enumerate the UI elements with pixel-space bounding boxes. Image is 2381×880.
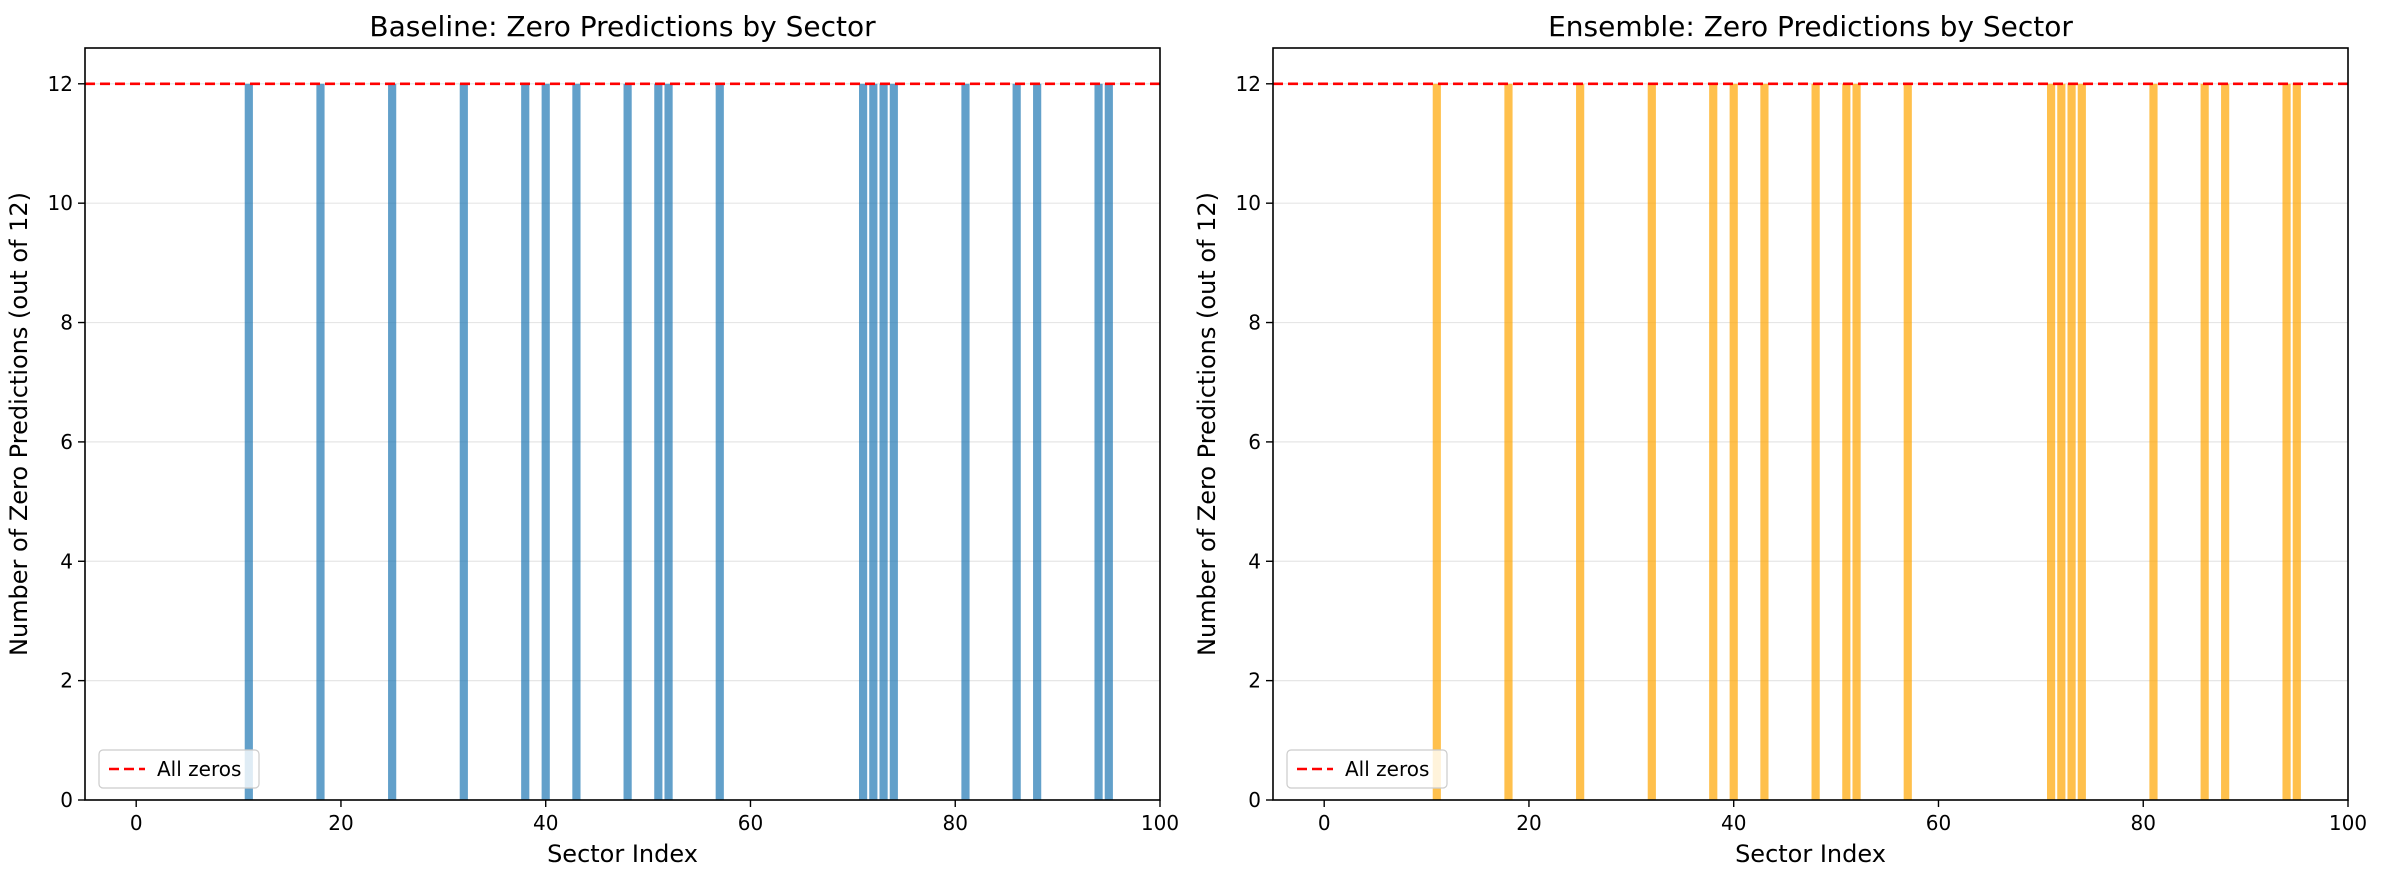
- y-tick-label: 6: [1248, 430, 1261, 454]
- bar: [1852, 83, 1861, 801]
- x-tick-label: 80: [2131, 811, 2156, 835]
- x-tick-label: 60: [1926, 811, 1951, 835]
- axes-frame: [84, 47, 1161, 801]
- bar: [2057, 83, 2066, 801]
- x-axis-label: Sector Index: [1735, 840, 1886, 868]
- x-tick-label: 20: [1516, 811, 1541, 835]
- bar: [2149, 83, 2158, 801]
- bar: [521, 83, 530, 801]
- bar: [1094, 83, 1103, 801]
- bar: [1033, 83, 1042, 801]
- bar: [623, 83, 632, 801]
- bar: [889, 83, 898, 801]
- x-tick-label: 100: [2329, 811, 2367, 835]
- bar: [879, 83, 888, 801]
- chart-panel-1: 0 20 40 60 80 100 0 2 4 6 8 10 12 Baseline: Zero Pred…: [5, 10, 1179, 868]
- y-tick-label: 0: [60, 788, 73, 812]
- bar: [316, 83, 325, 801]
- bar: [1504, 83, 1513, 801]
- y-tick-label: 8: [60, 311, 73, 335]
- y-tick-label: 4: [60, 549, 73, 573]
- y-tick-label: 10: [1236, 191, 1261, 215]
- bar: [859, 83, 868, 801]
- x-axis-label: Sector Index: [547, 840, 698, 868]
- legend: All zeros: [98, 749, 260, 789]
- y-tick-label: 8: [1248, 311, 1261, 335]
- bar: [2047, 83, 2056, 801]
- y-tick-label: 0: [1248, 788, 1261, 812]
- bar: [664, 83, 673, 801]
- y-axis-label: Number of Zero Predictions (out of 12): [5, 192, 33, 656]
- bar: [1903, 83, 1912, 801]
- legend-box: [98, 749, 260, 789]
- bar: [541, 83, 550, 801]
- x-tick-label: 40: [1721, 811, 1746, 835]
- y-tick-label: 12: [1236, 72, 1261, 96]
- legend: All zeros: [1286, 749, 1448, 789]
- bar: [1729, 83, 1738, 801]
- x-tick-label: 40: [533, 811, 558, 835]
- bar: [2200, 83, 2209, 801]
- y-tick-label: 12: [48, 72, 73, 96]
- bar: [654, 83, 663, 801]
- axes-frame: [1272, 47, 2349, 801]
- bar: [1811, 83, 1820, 801]
- bar: [1760, 83, 1769, 801]
- legend-label: All zeros: [157, 757, 241, 781]
- bar: [961, 83, 970, 801]
- bar: [459, 83, 468, 801]
- y-tick-label: 2: [1248, 669, 1261, 693]
- bar: [715, 83, 724, 801]
- bar: [572, 83, 581, 801]
- x-tick-label: 80: [943, 811, 968, 835]
- bar: [1709, 83, 1718, 801]
- bar: [244, 83, 253, 801]
- chart-title: Baseline: Zero Predictions by Sector: [369, 10, 876, 43]
- y-tick-label: 10: [48, 191, 73, 215]
- bar: [1432, 83, 1441, 801]
- bar: [1576, 83, 1585, 801]
- chart-title: Ensemble: Zero Predictions by Sector: [1548, 10, 2073, 43]
- x-tick-label: 0: [130, 811, 143, 835]
- bar: [2221, 83, 2230, 801]
- y-tick-label: 2: [60, 669, 73, 693]
- bar: [2282, 83, 2291, 801]
- y-tick-label: 4: [1248, 549, 1261, 573]
- bar: [388, 83, 397, 801]
- y-tick-label: 6: [60, 430, 73, 454]
- x-tick-label: 0: [1318, 811, 1331, 835]
- x-tick-label: 100: [1141, 811, 1179, 835]
- y-axis-label: Number of Zero Predictions (out of 12): [1193, 192, 1221, 656]
- x-tick-label: 60: [738, 811, 763, 835]
- bar: [1842, 83, 1851, 801]
- bar: [1104, 83, 1113, 801]
- bar: [1012, 83, 1021, 801]
- bar: [2077, 83, 2086, 801]
- x-tick-label: 20: [328, 811, 353, 835]
- legend-box: [1286, 749, 1448, 789]
- legend-label: All zeros: [1345, 757, 1429, 781]
- bar: [1647, 83, 1656, 801]
- chart-panel-2: 0 20 40 60 80 100 0 2 4 6 8 10 12 Ensemble: Zero Pred…: [1193, 10, 2367, 868]
- bar: [2067, 83, 2076, 801]
- bar: [869, 83, 878, 801]
- bar: [2292, 83, 2301, 801]
